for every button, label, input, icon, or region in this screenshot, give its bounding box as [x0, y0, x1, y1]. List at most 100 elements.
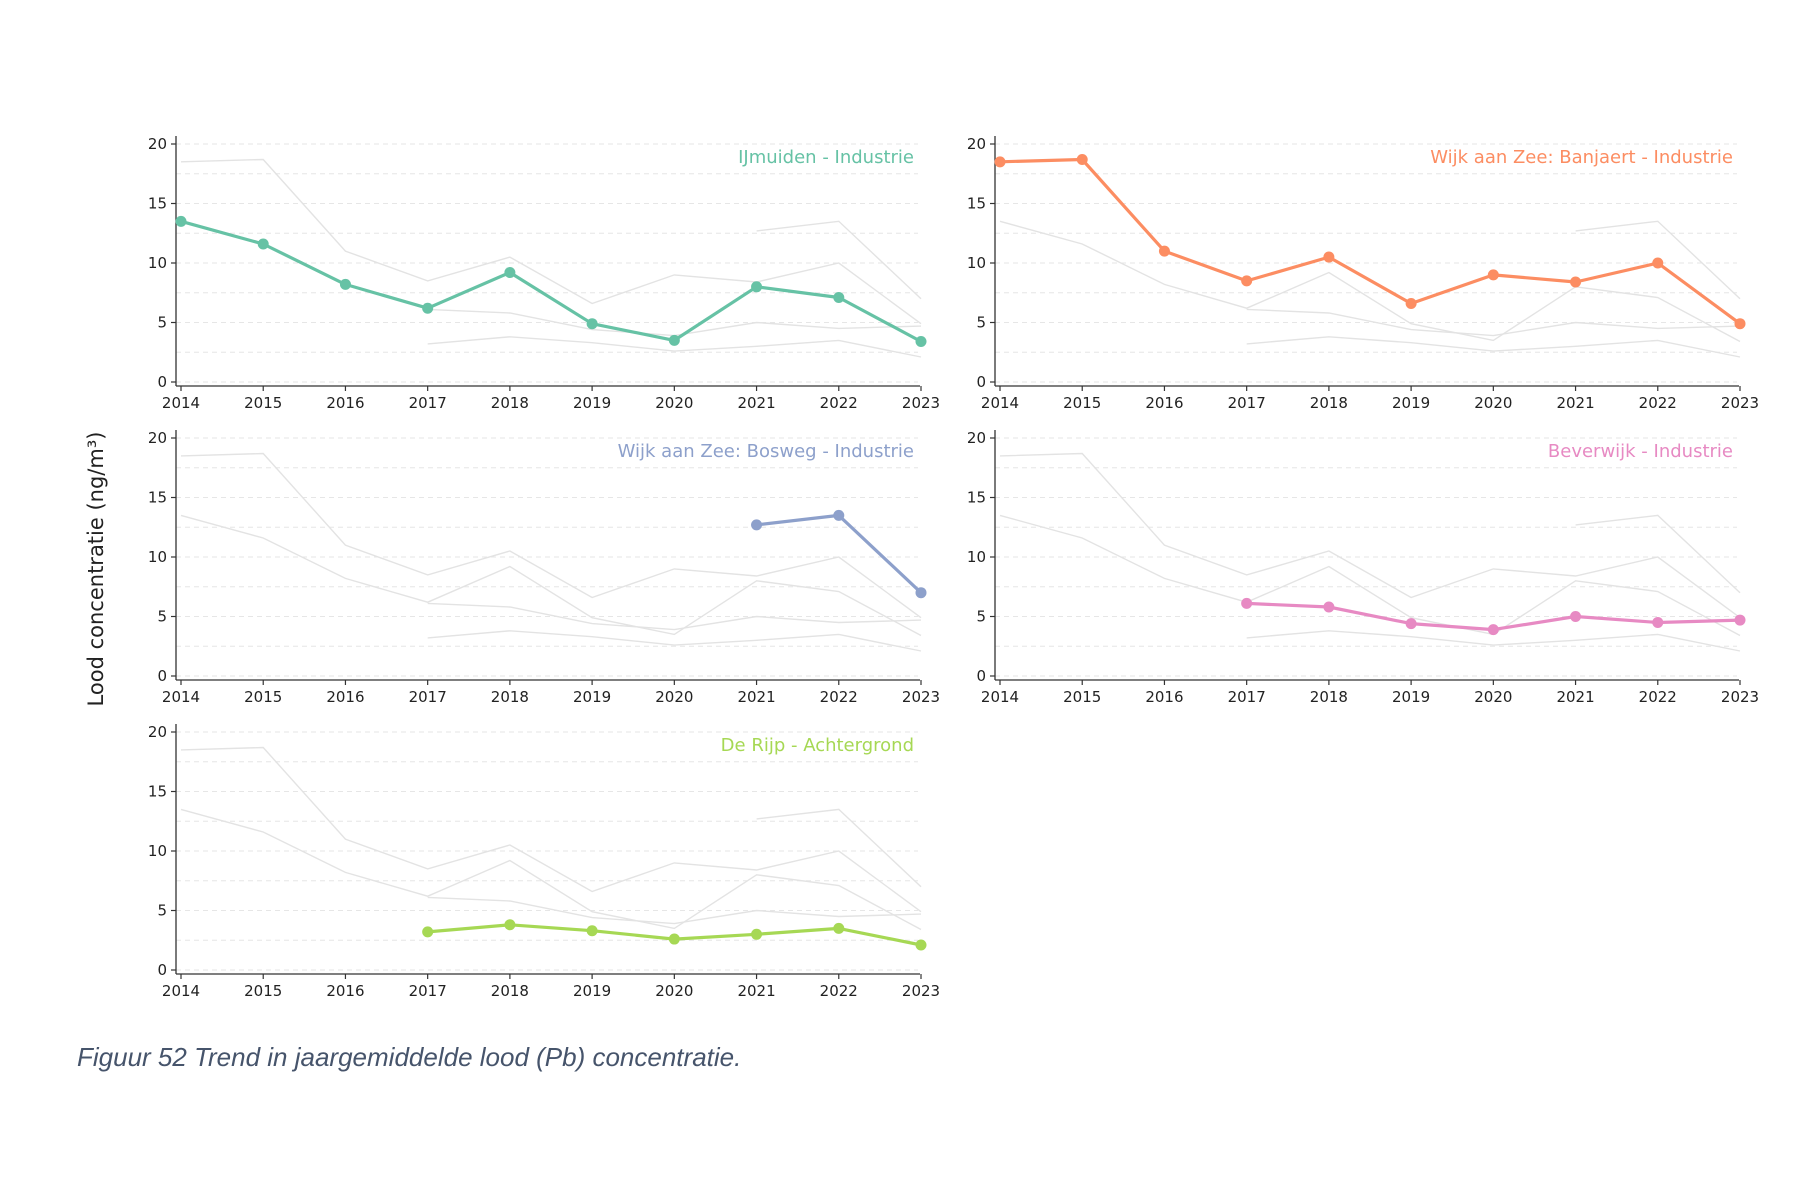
- x-tick-label: 2015: [244, 688, 282, 706]
- x-tick-label: 2016: [1145, 688, 1183, 706]
- x-tick-label: 2017: [409, 688, 447, 706]
- x-tick-label: 2016: [326, 982, 364, 1000]
- data-point: [915, 939, 927, 951]
- x-tick-label: 2022: [1639, 688, 1677, 706]
- y-tick-label: 20: [148, 723, 167, 741]
- x-tick-label: 2023: [1721, 394, 1759, 412]
- background-line: [1246, 336, 1741, 358]
- figure-caption: Figuur 52 Trend in jaargemiddelde lood (…: [77, 1042, 742, 1072]
- data-point: [1652, 257, 1664, 269]
- background-line: [180, 158, 922, 325]
- data-point: [339, 278, 351, 290]
- x-tick-label: 2017: [409, 982, 447, 1000]
- data-point: [1652, 616, 1664, 628]
- panel-title: Wijk aan Zee: Banjaert - Industrie: [1430, 147, 1733, 168]
- x-tick-label: 2020: [655, 394, 693, 412]
- data-point: [915, 587, 927, 599]
- data-point: [1570, 276, 1582, 288]
- grid-lines: [176, 437, 918, 677]
- y-tick-label: 15: [148, 489, 167, 507]
- data-point: [751, 928, 763, 940]
- y-tick-label: 15: [148, 783, 167, 801]
- x-tick-label: 2018: [491, 394, 529, 412]
- x-tick-label: 2021: [737, 688, 775, 706]
- panel-5: 0 5 10 15 20 2014 2015 2016 2017 2018 2019 2020 2021…: [148, 723, 940, 1000]
- y-tick-label: 5: [157, 902, 167, 920]
- y-tick-label: 20: [148, 135, 167, 153]
- data-point: [422, 926, 434, 938]
- y-tick-label: 5: [976, 608, 986, 626]
- data-point: [1241, 275, 1253, 287]
- x-tick-label: 2015: [1063, 394, 1101, 412]
- x-tick-label: 2014: [162, 982, 200, 1000]
- y-tick-label: 5: [976, 314, 986, 332]
- data-point: [751, 281, 763, 293]
- x-tick-label: 2019: [573, 394, 611, 412]
- panel-title: Wijk aan Zee: Bosweg - Industrie: [618, 441, 914, 462]
- panel-title: IJmuiden - Industrie: [738, 147, 914, 168]
- x-tick-label: 2021: [1556, 394, 1594, 412]
- grid-lines: [995, 143, 1737, 383]
- x-tick-label: 2022: [820, 688, 858, 706]
- panel-title: De Rijp - Achtergrond: [721, 735, 914, 756]
- x-tick-label: 2018: [1310, 688, 1348, 706]
- x-tick-label: 2022: [820, 982, 858, 1000]
- y-tick-label: 20: [148, 429, 167, 447]
- grid-lines: [176, 731, 918, 971]
- data-point: [915, 336, 927, 348]
- series-line: [180, 219, 922, 343]
- data-point: [1734, 614, 1746, 626]
- panel-2: 0 5 10 15 20 2014 2015 2016 2017 2018 2019 2020 2021…: [967, 135, 1759, 412]
- data-point: [1487, 269, 1499, 281]
- panel-4: 0 5 10 15 20 2014 2015 2016 2017 2018 2019 2020 2021…: [967, 429, 1759, 706]
- data-point: [586, 925, 598, 937]
- background-line: [427, 630, 922, 652]
- x-tick-label: 2023: [902, 394, 940, 412]
- y-tick-label: 10: [148, 548, 167, 566]
- x-tick-label: 2022: [820, 394, 858, 412]
- background-line: [756, 220, 922, 300]
- x-tick-label: 2020: [1474, 394, 1512, 412]
- data-point: [175, 215, 187, 227]
- y-tick-label: 15: [967, 489, 986, 507]
- x-tick-label: 2014: [981, 394, 1019, 412]
- data-point: [504, 919, 516, 931]
- x-tick-label: 2015: [244, 982, 282, 1000]
- x-tick-label: 2023: [902, 982, 940, 1000]
- x-tick-label: 2018: [1310, 394, 1348, 412]
- x-tick-label: 2023: [902, 688, 940, 706]
- data-point: [504, 267, 516, 279]
- x-tick-label: 2019: [573, 982, 611, 1000]
- background-line: [180, 746, 922, 913]
- background-line: [999, 220, 1741, 343]
- y-tick-label: 5: [157, 608, 167, 626]
- x-tick-label: 2014: [162, 394, 200, 412]
- background-line: [180, 452, 922, 619]
- background-line: [1575, 220, 1741, 300]
- y-tick-label: 20: [967, 429, 986, 447]
- background-series: [180, 746, 922, 931]
- data-point: [1734, 318, 1746, 330]
- data-point: [668, 933, 680, 945]
- y-tick-label: 10: [148, 842, 167, 860]
- grid-lines: [995, 437, 1737, 677]
- x-tick-label: 2021: [1556, 688, 1594, 706]
- x-tick-label: 2020: [655, 982, 693, 1000]
- background-series: [999, 220, 1741, 358]
- x-tick-label: 2017: [1228, 688, 1266, 706]
- background-line: [999, 514, 1741, 637]
- data-point: [751, 519, 763, 531]
- x-tick-label: 2019: [573, 688, 611, 706]
- data-point: [668, 334, 680, 346]
- background-line: [1575, 514, 1741, 594]
- background-line: [756, 808, 922, 888]
- x-tick-label: 2015: [1063, 688, 1101, 706]
- x-tick-label: 2018: [491, 688, 529, 706]
- data-point: [1405, 618, 1417, 630]
- y-tick-label: 10: [967, 548, 986, 566]
- background-line: [1246, 308, 1741, 337]
- y-tick-label: 15: [148, 195, 167, 213]
- x-tick-label: 2014: [981, 688, 1019, 706]
